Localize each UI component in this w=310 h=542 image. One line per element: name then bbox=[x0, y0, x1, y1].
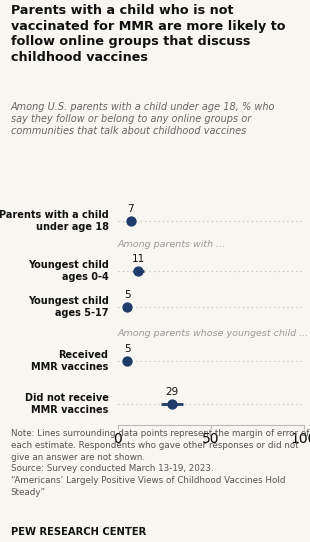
Text: Youngest child
ages 0-4: Youngest child ages 0-4 bbox=[28, 261, 108, 282]
Text: Among U.S. parents with a child under age 18, % who
say they follow or belong to: Among U.S. parents with a child under ag… bbox=[11, 102, 275, 137]
Text: Received
MMR vaccines: Received MMR vaccines bbox=[31, 350, 108, 372]
Point bbox=[125, 357, 130, 365]
Text: Did not receive
MMR vaccines: Did not receive MMR vaccines bbox=[24, 393, 108, 415]
Text: Youngest child
ages 5-17: Youngest child ages 5-17 bbox=[28, 295, 108, 318]
Text: Parents with a child
under age 18: Parents with a child under age 18 bbox=[0, 210, 108, 232]
Text: 11: 11 bbox=[132, 254, 145, 264]
Point bbox=[136, 267, 141, 276]
Text: PEW RESEARCH CENTER: PEW RESEARCH CENTER bbox=[11, 527, 146, 537]
Point bbox=[169, 399, 174, 408]
Text: 7: 7 bbox=[127, 204, 134, 214]
Text: 29: 29 bbox=[165, 387, 178, 397]
Text: Among parents whose youngest child ...: Among parents whose youngest child ... bbox=[118, 328, 309, 338]
Text: Among parents with ...: Among parents with ... bbox=[118, 240, 226, 249]
Text: 5: 5 bbox=[124, 344, 131, 354]
Text: 5: 5 bbox=[124, 289, 131, 300]
Text: Parents with a child who is not
vaccinated for MMR are more likely to
follow onl: Parents with a child who is not vaccinat… bbox=[11, 4, 285, 63]
Point bbox=[128, 216, 133, 225]
Point bbox=[125, 302, 130, 311]
Text: Note: Lines surrounding data points represent the margin of error of
each estima: Note: Lines surrounding data points repr… bbox=[11, 429, 309, 497]
